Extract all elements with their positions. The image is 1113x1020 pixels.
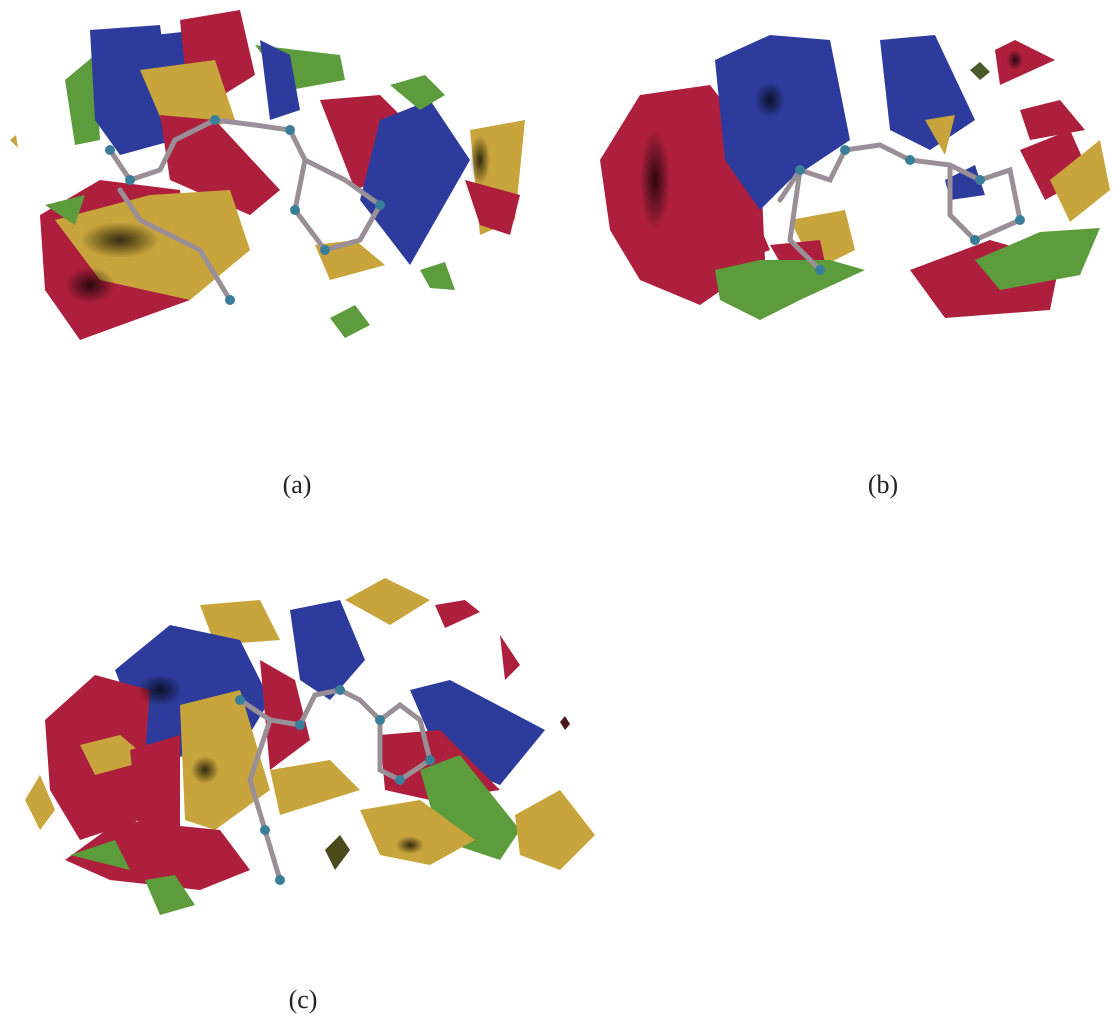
panel-label: (c) <box>289 985 318 1014</box>
figure: (a) (b) (c) <box>0 0 1113 1020</box>
panel-c-image <box>25 578 595 915</box>
panel-label: (a) <box>283 470 312 499</box>
panel-b-image <box>600 35 1110 320</box>
panel-label: (b) <box>868 470 898 499</box>
figure-page: (a) (b) (c) <box>0 0 1113 1020</box>
panel-a-image <box>10 10 525 340</box>
